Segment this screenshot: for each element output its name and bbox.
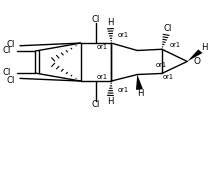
Text: or1: or1 xyxy=(118,32,129,38)
Text: Cl: Cl xyxy=(92,15,100,24)
Text: or1: or1 xyxy=(118,87,129,93)
Text: Cl: Cl xyxy=(6,76,14,85)
Text: H: H xyxy=(137,89,143,98)
Text: H: H xyxy=(107,18,114,27)
Text: Cl: Cl xyxy=(3,46,11,55)
Text: or1: or1 xyxy=(170,42,181,48)
Text: or1: or1 xyxy=(155,62,166,68)
Text: Cl: Cl xyxy=(3,68,11,77)
Text: O: O xyxy=(193,57,200,66)
Text: Cl: Cl xyxy=(6,40,14,49)
Text: or1: or1 xyxy=(97,44,108,51)
Text: Cl: Cl xyxy=(92,100,100,109)
Text: Cl: Cl xyxy=(163,24,171,33)
Text: or1: or1 xyxy=(163,74,174,80)
Text: or1: or1 xyxy=(97,74,108,80)
Polygon shape xyxy=(136,75,143,90)
Polygon shape xyxy=(187,49,202,61)
Text: H: H xyxy=(107,97,114,106)
Text: H: H xyxy=(202,43,208,52)
